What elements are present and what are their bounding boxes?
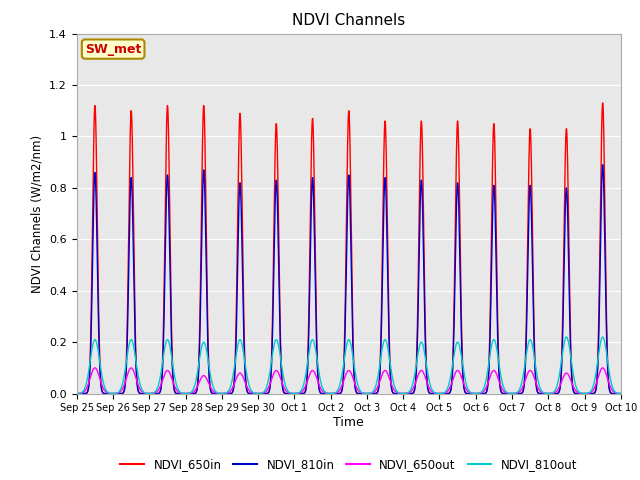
- NDVI_810in: [501, 391, 509, 396]
- X-axis label: Time: Time: [333, 416, 364, 429]
- NDVI_810out: [73, 391, 81, 396]
- Title: NDVI Channels: NDVI Channels: [292, 13, 405, 28]
- NDVI_810in: [189, 391, 197, 396]
- NDVI_810in: [599, 162, 607, 168]
- NDVI_650out: [73, 391, 81, 396]
- NDVI_650in: [276, 334, 284, 340]
- NDVI_810out: [184, 391, 191, 396]
- NDVI_810out: [599, 334, 607, 340]
- NDVI_810out: [189, 386, 197, 392]
- NDVI_810in: [184, 391, 191, 396]
- NDVI_810in: [276, 346, 284, 351]
- NDVI_650out: [501, 389, 509, 395]
- NDVI_810in: [73, 391, 81, 396]
- NDVI_650in: [501, 391, 509, 396]
- NDVI_650out: [424, 382, 431, 387]
- NDVI_650out: [617, 391, 625, 396]
- NDVI_810out: [276, 354, 284, 360]
- Line: NDVI_810out: NDVI_810out: [77, 337, 621, 394]
- NDVI_650in: [615, 391, 623, 396]
- NDVI_650in: [599, 100, 607, 106]
- NDVI_650out: [184, 391, 191, 396]
- NDVI_650in: [184, 391, 191, 396]
- NDVI_650in: [424, 384, 431, 390]
- NDVI_650out: [615, 391, 623, 396]
- Text: SW_met: SW_met: [85, 43, 141, 56]
- Line: NDVI_650in: NDVI_650in: [77, 103, 621, 394]
- NDVI_810in: [617, 391, 625, 396]
- NDVI_810out: [615, 391, 623, 396]
- Legend: NDVI_650in, NDVI_810in, NDVI_650out, NDVI_810out: NDVI_650in, NDVI_810in, NDVI_650out, NDV…: [116, 454, 582, 476]
- Y-axis label: NDVI Channels (W/m2/nm): NDVI Channels (W/m2/nm): [31, 134, 44, 293]
- Line: NDVI_810in: NDVI_810in: [77, 165, 621, 394]
- NDVI_650in: [617, 391, 625, 396]
- NDVI_810out: [424, 371, 431, 376]
- NDVI_650out: [91, 365, 99, 371]
- NDVI_810in: [424, 385, 431, 391]
- NDVI_810out: [501, 387, 509, 393]
- NDVI_650out: [189, 389, 197, 395]
- NDVI_810in: [615, 391, 623, 396]
- NDVI_650in: [189, 391, 197, 396]
- NDVI_810out: [617, 391, 625, 396]
- Line: NDVI_650out: NDVI_650out: [77, 368, 621, 394]
- NDVI_650in: [73, 391, 81, 396]
- NDVI_650out: [276, 375, 284, 381]
